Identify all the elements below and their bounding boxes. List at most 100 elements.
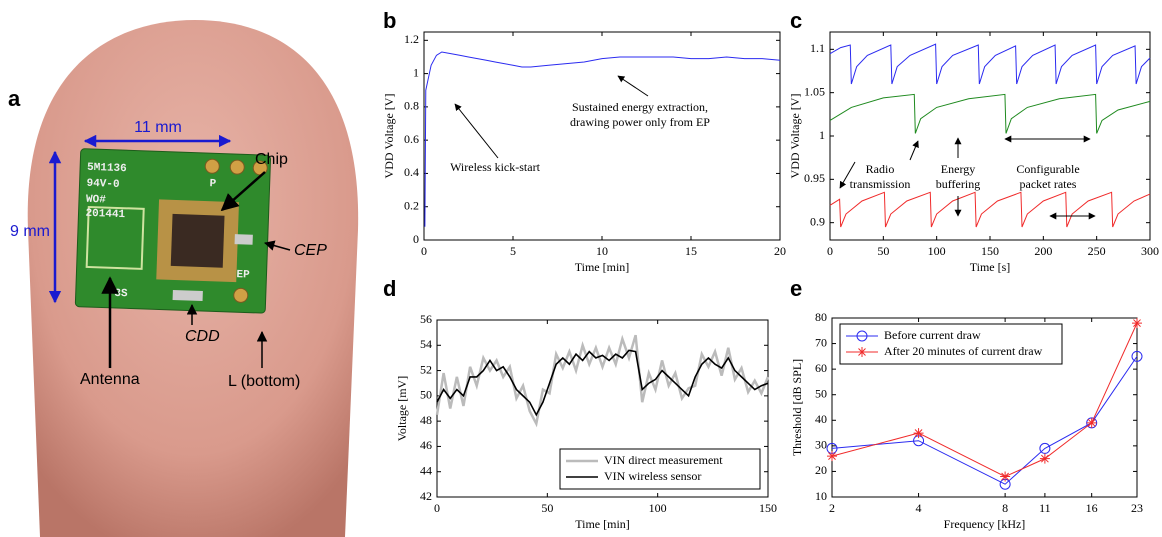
y-tick-label: 52 (420, 362, 432, 376)
axes-frame (423, 31, 781, 241)
photo: 5M1136 94V-0 WO# 201441 -3S P EP 11 mm 9… (10, 20, 359, 537)
legend-label: VIN wireless sensor (604, 469, 701, 483)
marker (1039, 442, 1051, 454)
x-tick-label: 10 (596, 244, 608, 258)
y-tick-label: 10 (815, 489, 827, 503)
x-tick-label: 16 (1086, 501, 1098, 515)
y-tick-label: 60 (815, 361, 827, 375)
cep-label: CEP (294, 242, 327, 259)
antenna-label: Antenna (80, 371, 140, 388)
axes-frame (831, 317, 1138, 498)
annotation: Energy (941, 162, 975, 176)
y-tick-label: 0.2 (404, 198, 419, 212)
y-tick-label: 1.2 (404, 32, 419, 46)
annotation: Wireless kick-start (450, 160, 540, 174)
y-tick-label: 20 (815, 463, 827, 477)
annotation: Sustained energy extraction, (572, 100, 708, 114)
series-line (829, 93, 1151, 134)
y-axis-label: VDD Voltage [V] (788, 94, 802, 179)
annotation: packet rates (1020, 177, 1077, 191)
x-tick-label: 150 (981, 244, 999, 258)
panel-letter: c (790, 8, 802, 33)
chip-text: EP (236, 269, 250, 281)
legend-label: VIN direct measurement (604, 453, 723, 467)
series-line (436, 349, 769, 417)
y-tick-label: 40 (815, 412, 827, 426)
panel-letter: b (383, 8, 396, 33)
y-tick-label: 30 (815, 438, 827, 452)
series-line (829, 43, 1151, 85)
annotation: transmission (850, 177, 911, 191)
marker (1039, 453, 1050, 464)
series-line (829, 191, 1151, 228)
legend-label: After 20 minutes of current draw (884, 344, 1043, 358)
chip-text: P (209, 178, 216, 190)
x-tick-label: 100 (649, 501, 667, 515)
x-tick-label: 300 (1141, 244, 1159, 258)
y-tick-label: 46 (420, 438, 432, 452)
y-tick-label: 42 (420, 489, 432, 503)
cdd-label: CDD (185, 328, 220, 345)
x-tick-label: 15 (685, 244, 697, 258)
legend-box (839, 323, 1063, 365)
y-tick-label: 1.05 (804, 84, 825, 98)
chip-text: 201441 (85, 208, 125, 221)
panel-letter: d (383, 276, 396, 301)
y-axis-label: VDD Voltage [V] (382, 94, 396, 179)
arrow (263, 240, 291, 251)
legend-label: Before current draw (884, 328, 981, 342)
x-tick-label: 150 (759, 501, 777, 515)
annotation: buffering (936, 177, 980, 191)
y-tick-label: 48 (420, 413, 432, 427)
annotation: Radio (866, 162, 895, 176)
arrow (617, 75, 649, 97)
x-tick-label: 8 (1002, 501, 1008, 515)
y-tick-label: 0.4 (404, 165, 419, 179)
x-tick-label: 23 (1131, 501, 1143, 515)
legend-marker (856, 330, 868, 342)
arrow (839, 161, 856, 189)
x-tick-label: 100 (928, 244, 946, 258)
x-axis-label: Time [min] (575, 260, 630, 274)
y-tick-label: 1 (819, 128, 825, 142)
series-line (435, 334, 770, 428)
x-tick-label: 250 (1088, 244, 1106, 258)
axes-frame (829, 31, 1151, 241)
chip-text: 5M1136 (87, 162, 127, 175)
x-tick-label: 50 (877, 244, 889, 258)
chip-board: 5M1136 94V-0 WO# 201441 -3S P EP (74, 148, 272, 314)
chip-text: WO# (86, 194, 107, 207)
y-tick-label: 44 (420, 463, 432, 477)
y-tick-label: 1.1 (810, 41, 825, 55)
y-tick-label: 50 (815, 386, 827, 400)
x-tick-label: 200 (1034, 244, 1052, 258)
annotation: Configurable (1016, 162, 1079, 176)
x-axis-label: Time [min] (575, 517, 630, 531)
x-tick-label: 2 (829, 501, 835, 515)
annotation: drawing power only from EP (570, 115, 710, 129)
y-tick-label: 0 (413, 232, 419, 246)
y-tick-label: 56 (420, 312, 432, 326)
y-tick-label: 0.95 (804, 171, 825, 185)
y-tick-label: 54 (420, 337, 432, 351)
y-axis-label: Voltage [mV] (395, 376, 409, 441)
legend-marker (857, 347, 867, 357)
x-tick-label: 5 (510, 244, 516, 258)
marker (1000, 471, 1011, 482)
marker (1086, 417, 1097, 428)
x-tick-label: 11 (1039, 501, 1051, 515)
y-tick-label: 0.6 (404, 132, 419, 146)
x-axis-label: Frequency [kHz] (944, 517, 1026, 531)
series-line (424, 51, 781, 227)
inductor-label: L (bottom) (228, 373, 300, 390)
height-label: 9 mm (10, 223, 50, 240)
y-tick-label: 70 (815, 335, 827, 349)
legend-box (559, 448, 761, 490)
y-axis-label: Threshold [dB SPL] (790, 359, 804, 456)
series-line (831, 356, 1138, 485)
series-line (831, 322, 1138, 478)
marker (1131, 350, 1143, 362)
x-tick-label: 20 (774, 244, 786, 258)
x-tick-label: 0 (421, 244, 427, 258)
